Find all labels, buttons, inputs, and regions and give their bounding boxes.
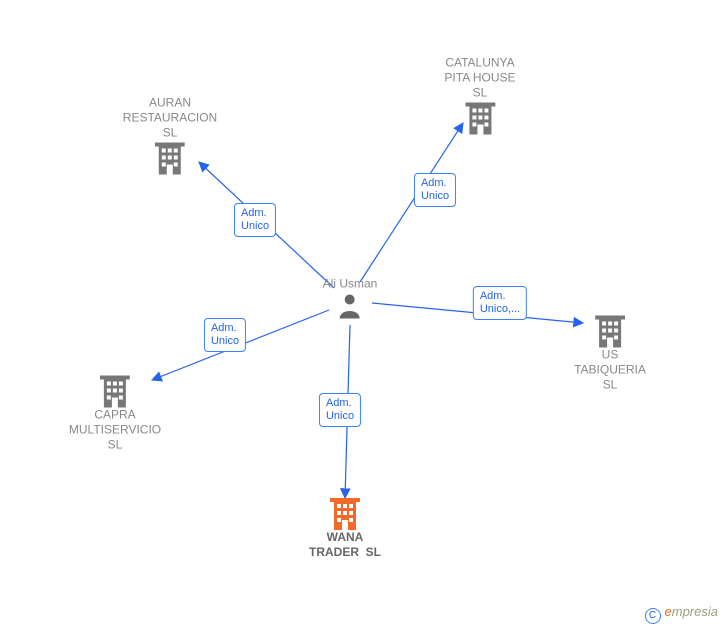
edge-label: Adm. Unico	[204, 318, 246, 352]
node-label: AURAN RESTAURACION SL	[123, 96, 217, 141]
node-label: CAPRA MULTISERVICIO SL	[69, 408, 161, 453]
edge-label: Adm. Unico	[414, 173, 456, 207]
node-ustab: US TABIQUERIA SL	[574, 316, 646, 395]
center-node: Ali Usman	[323, 277, 378, 324]
building-icon	[309, 498, 381, 530]
copyright-icon: C	[645, 608, 661, 624]
center-label: Ali Usman	[323, 277, 378, 291]
edge-label: Adm. Unico	[319, 393, 361, 427]
node-catalunya: CATALUNYA PITA HOUSE SL	[444, 56, 515, 135]
person-icon	[323, 293, 378, 324]
node-label: US TABIQUERIA SL	[574, 348, 646, 393]
node-label: WANA TRADER SL	[309, 530, 381, 560]
edge-label: Adm. Unico	[234, 203, 276, 237]
building-icon	[574, 316, 646, 348]
node-auran: AURAN RESTAURACION SL	[123, 96, 217, 175]
node-wana: WANA TRADER SL	[309, 498, 381, 562]
building-icon	[69, 376, 161, 408]
edge-label: Adm. Unico,...	[473, 286, 527, 320]
footer-brand: Cempresia	[645, 604, 718, 624]
node-capra: CAPRA MULTISERVICIO SL	[69, 376, 161, 455]
diagram-stage: Ali Usman AURAN RESTAURACION SL CATALUNY…	[0, 0, 728, 630]
building-icon	[444, 103, 515, 135]
brand-text: empresia	[665, 604, 718, 619]
building-icon	[123, 143, 217, 175]
node-label: CATALUNYA PITA HOUSE SL	[444, 56, 515, 101]
